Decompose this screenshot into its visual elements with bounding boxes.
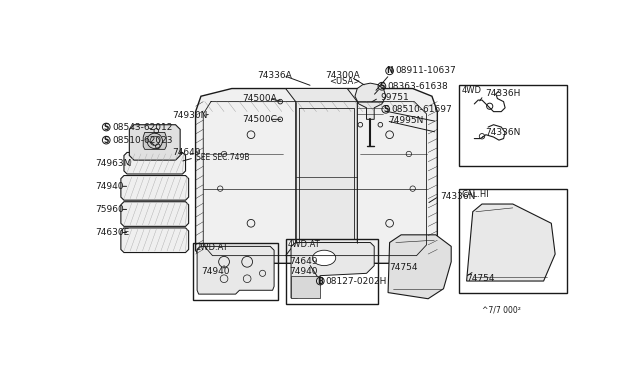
Text: 08543-62012: 08543-62012 <box>113 122 173 132</box>
Text: S: S <box>383 105 388 114</box>
Text: 74630E: 74630E <box>95 228 130 237</box>
Text: 08363-61638: 08363-61638 <box>387 82 448 91</box>
Polygon shape <box>355 83 386 119</box>
Text: 2WD.AT: 2WD.AT <box>196 243 228 253</box>
Text: <USA>: <USA> <box>330 77 361 86</box>
Text: 08127-0202H: 08127-0202H <box>325 276 387 286</box>
Text: 74500A: 74500A <box>242 94 276 103</box>
Text: 99751: 99751 <box>380 93 409 102</box>
Text: 74300A: 74300A <box>325 71 360 80</box>
Text: 74336H: 74336H <box>485 89 520 99</box>
Ellipse shape <box>312 250 336 266</box>
Polygon shape <box>121 228 189 253</box>
Polygon shape <box>285 89 357 256</box>
Bar <box>193 243 278 300</box>
Text: S: S <box>104 136 109 145</box>
Polygon shape <box>129 125 180 160</box>
Text: 75960: 75960 <box>95 205 124 214</box>
Text: S: S <box>104 122 109 132</box>
Polygon shape <box>291 243 374 298</box>
Text: 74649: 74649 <box>289 257 318 266</box>
Text: SEE SEC.749B: SEE SEC.749B <box>196 153 249 162</box>
Polygon shape <box>124 153 186 174</box>
Bar <box>459 85 566 166</box>
Text: 74500C: 74500C <box>242 115 276 124</box>
Text: 74930N: 74930N <box>172 111 208 120</box>
Polygon shape <box>388 235 451 299</box>
Text: 74940: 74940 <box>95 182 124 191</box>
Text: 4WD.AT: 4WD.AT <box>288 240 321 248</box>
Text: 74754: 74754 <box>390 263 418 272</box>
Circle shape <box>150 136 159 145</box>
Polygon shape <box>197 246 274 294</box>
Polygon shape <box>121 176 189 200</box>
Text: 74940: 74940 <box>289 267 318 276</box>
Text: N: N <box>387 66 393 75</box>
Polygon shape <box>467 204 555 281</box>
Text: ^7/7 000²: ^7/7 000² <box>482 305 521 314</box>
Text: 4WD: 4WD <box>462 86 482 95</box>
Text: S: S <box>380 82 385 91</box>
Polygon shape <box>121 202 189 226</box>
Text: 74963M: 74963M <box>95 160 132 169</box>
Text: 74336N: 74336N <box>485 128 520 137</box>
Bar <box>285 239 378 304</box>
Text: 74940: 74940 <box>201 266 230 276</box>
Bar <box>291 276 320 298</box>
Text: 08510-61697: 08510-61697 <box>391 105 452 114</box>
Text: B: B <box>317 276 323 286</box>
Text: 74995N: 74995N <box>388 116 424 125</box>
Text: 08911-10637: 08911-10637 <box>395 66 456 75</box>
Text: 74336N: 74336N <box>440 192 476 201</box>
Text: 74754: 74754 <box>467 274 495 283</box>
Text: 74336A: 74336A <box>257 71 292 80</box>
Bar <box>459 189 566 293</box>
Text: CAL.HI: CAL.HI <box>462 189 490 199</box>
Polygon shape <box>143 132 166 150</box>
Text: 08510-62023: 08510-62023 <box>113 136 173 145</box>
Polygon shape <box>196 89 437 263</box>
Text: 74649: 74649 <box>172 148 201 157</box>
